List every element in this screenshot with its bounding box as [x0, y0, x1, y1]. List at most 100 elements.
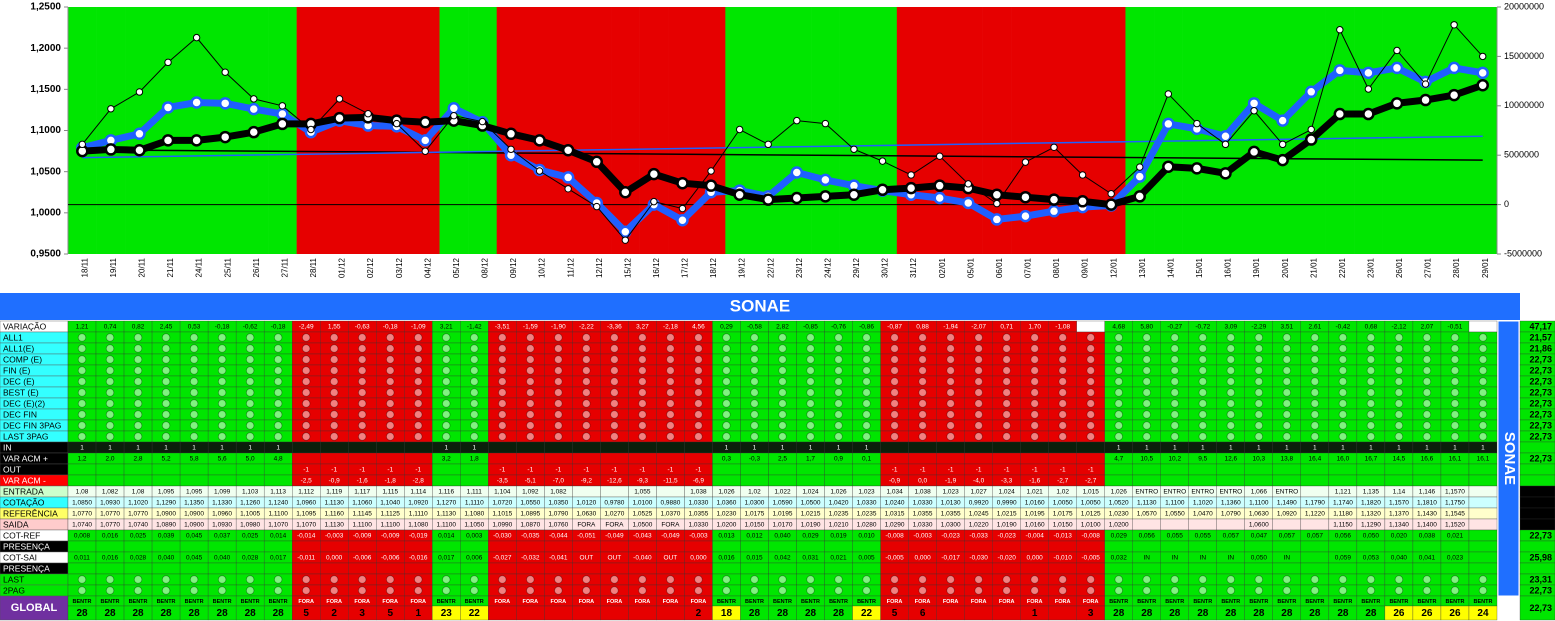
cell: [235, 474, 265, 487]
series-marker: [907, 171, 915, 179]
series-marker: [561, 144, 575, 157]
status-circle: [666, 377, 675, 386]
status-circle: [722, 575, 731, 584]
status-circle: [470, 355, 479, 364]
series-marker: [421, 147, 429, 155]
cell-text: 1,026: [718, 489, 735, 496]
status-circle: [1450, 355, 1460, 364]
y2-tick-label: 10000000: [1504, 100, 1544, 110]
cell: [1020, 540, 1049, 553]
status-circle: [1198, 410, 1207, 419]
series-marker: [1393, 46, 1401, 55]
row-label: VAR ACM -: [3, 475, 46, 485]
status-circle: [1030, 421, 1039, 430]
row-label: DEC (E): [3, 376, 35, 386]
cell-text: 1,1100: [353, 522, 373, 529]
cell: [1048, 562, 1077, 575]
status-circle: [1282, 432, 1292, 441]
status-text: BENTR: [1305, 599, 1324, 605]
cell: [824, 463, 853, 476]
row-label: DEC FIN 3PAG: [3, 420, 61, 430]
status-circle: [974, 575, 983, 584]
series-marker: [621, 236, 630, 244]
total-text: 22,73: [1529, 585, 1552, 595]
series-marker: [847, 188, 861, 201]
cell: [1468, 551, 1498, 564]
cell-text: 0,014: [270, 533, 287, 540]
status-circle: [414, 575, 423, 584]
status-circle: [694, 344, 703, 353]
x-tick-label: 15/01: [1195, 257, 1204, 278]
cell: [376, 562, 405, 575]
status-circle: [1254, 575, 1264, 584]
status-circle: [1394, 432, 1404, 441]
status-circle: [386, 377, 395, 386]
cell-text: -4,0: [973, 478, 985, 485]
cell-text: 0,9990: [997, 500, 1017, 507]
cell: [684, 562, 713, 575]
status-circle: [610, 575, 619, 584]
status-circle: [1310, 366, 1320, 375]
cell-text: 0,000: [1027, 555, 1044, 562]
status-circle: [161, 399, 171, 408]
status-circle: [834, 410, 843, 419]
status-circle: [1002, 333, 1011, 342]
status-text: FORA: [298, 599, 314, 605]
cell-text: 0,023: [1447, 555, 1464, 562]
series-marker: [676, 213, 689, 227]
total-cell: [1519, 595, 1555, 621]
cell: [516, 540, 545, 553]
cell-text: -0,9: [329, 478, 341, 485]
cell: [712, 463, 741, 476]
cell-text: 0,005: [858, 555, 875, 562]
cell-text: 1: [1173, 445, 1177, 452]
cell-text: -3,36: [607, 324, 622, 331]
cell: [572, 485, 601, 498]
status-circle: [1142, 344, 1151, 353]
cell-text: 1,0160: [1025, 522, 1045, 529]
total-cell: [1519, 507, 1555, 520]
score-text: 3: [1088, 608, 1094, 619]
status-circle: [946, 399, 955, 408]
series-marker: [819, 173, 832, 187]
cell-text: 1,1130: [437, 511, 457, 518]
y2-tick-label: 0: [1504, 199, 1509, 209]
cell-text: 1: [1453, 445, 1457, 452]
cell-text: 1: [1313, 445, 1317, 452]
cell: [432, 562, 461, 575]
cell: [516, 562, 545, 575]
cell: [1160, 463, 1189, 476]
cell: [1076, 320, 1105, 333]
status-circle: [1478, 432, 1488, 441]
x-tick-label: 09/12: [509, 257, 518, 278]
cell-text: 1,027: [970, 489, 987, 496]
cell-text: -0,58: [747, 324, 762, 331]
row-label: DEC (E)(2): [3, 398, 45, 408]
series-marker: [1193, 119, 1201, 128]
series-marker: [1447, 61, 1461, 75]
cell: [656, 540, 685, 553]
cell-text: 1: [1341, 445, 1345, 452]
cell: [852, 562, 881, 575]
status-circle: [1058, 366, 1067, 375]
status-circle: [694, 355, 703, 364]
status-circle: [189, 410, 199, 419]
status-circle: [1114, 344, 1123, 353]
series-marker: [1419, 93, 1432, 107]
status-circle: [1450, 333, 1460, 342]
status-circle: [1114, 575, 1123, 584]
cell: [207, 562, 237, 575]
cell-text: -0,008: [885, 533, 904, 540]
status-text: FORA: [887, 599, 903, 605]
cell-text: 1,0330: [913, 500, 933, 507]
series-marker: [819, 190, 832, 203]
cell-text: 1,1180: [1333, 511, 1353, 518]
status-circle: [1394, 399, 1404, 408]
cell-text: -0,004: [1025, 533, 1044, 540]
status-circle: [526, 421, 535, 430]
status-circle: [1114, 586, 1123, 595]
status-circle: [329, 388, 339, 397]
status-circle: [834, 586, 843, 595]
status-circle: [638, 575, 647, 584]
cell-text: 1,0130: [941, 500, 961, 507]
